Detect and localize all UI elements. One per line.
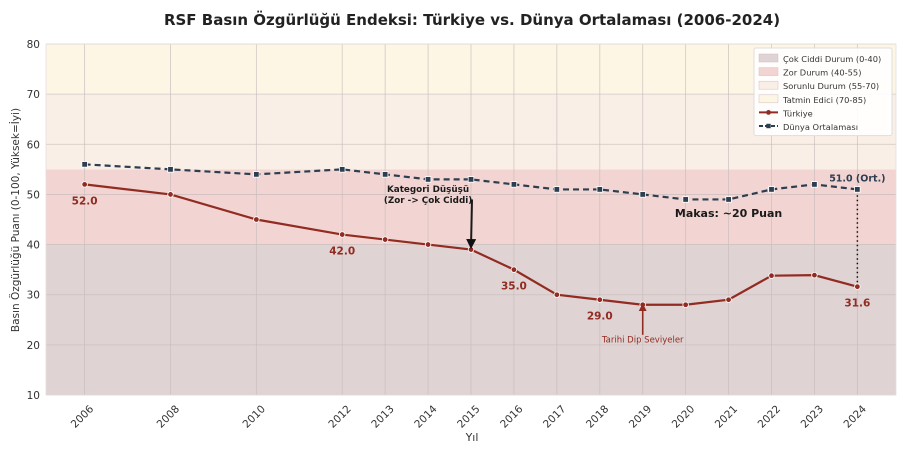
data-point <box>639 191 646 198</box>
series-1 <box>81 161 861 203</box>
x-tick-label: 2018 <box>584 403 611 430</box>
legend-label: Zor Durum (40-55) <box>783 68 861 78</box>
x-axis-label: Yıl <box>465 431 479 444</box>
data-point <box>510 266 518 273</box>
legend: Çok Ciddi Durum (0-40) Zor Durum (40-55) S… <box>753 47 893 137</box>
x-tick-label: 2008 <box>155 403 182 430</box>
y-tick-label: 20 <box>27 340 40 352</box>
plot-frame <box>45 43 897 396</box>
annotation-arrow <box>466 199 477 250</box>
legend-label: Çok Ciddi Durum (0-40) <box>783 54 881 64</box>
data-label: 29.0 <box>587 311 613 323</box>
data-point <box>424 176 432 183</box>
y-tick-label: 70 <box>27 89 40 101</box>
x-tick-label: 2022 <box>756 403 783 430</box>
chart-title: RSF Basın Özgürlüğü Endeksi: Türkiye vs.… <box>164 10 780 29</box>
x-tick-label: 2014 <box>412 403 440 431</box>
series-line <box>84 163 858 201</box>
data-point <box>81 161 88 168</box>
data-point <box>167 166 174 173</box>
y-tick-label: 40 <box>27 240 40 252</box>
x-tick-label: 2016 <box>498 403 526 431</box>
legend-box <box>753 47 893 137</box>
data-point <box>381 236 389 243</box>
data-point <box>510 181 518 188</box>
data-point <box>553 291 561 298</box>
legend-swatch-band <box>758 80 779 90</box>
data-point <box>167 191 174 198</box>
x-tick-label: 2023 <box>799 403 826 430</box>
data-point <box>725 296 732 303</box>
x-tick-label: 2006 <box>69 403 97 431</box>
data-point <box>768 186 775 193</box>
x-tick-label: 2021 <box>713 403 740 430</box>
y-tick-label: 50 <box>27 189 40 201</box>
data-point <box>768 272 775 279</box>
data-point <box>253 216 260 223</box>
legend-marker <box>766 123 771 129</box>
data-label: 31.6 <box>844 298 870 310</box>
data-point <box>381 171 389 178</box>
legend-label: Türkiye <box>782 108 813 118</box>
data-point <box>253 171 260 178</box>
legend-swatch-band <box>758 67 779 76</box>
data-point <box>725 196 732 203</box>
data-point <box>424 241 432 248</box>
x-tick-label: 2017 <box>541 403 568 430</box>
data-point <box>467 176 475 183</box>
data-point <box>811 271 818 279</box>
x-tick-label: 2010 <box>241 403 268 430</box>
data-label: 51.0 (Ort.) <box>829 173 885 184</box>
y-tick-label: 60 <box>27 139 40 151</box>
x-tick-label: 2013 <box>369 403 396 430</box>
legend-marker <box>766 110 771 115</box>
data-labels: 52.0 42.0 35.0 29.0 31.6 51.0 (Ort.) <box>72 173 886 322</box>
data-point <box>339 166 346 173</box>
y-tick-label: 30 <box>27 290 40 302</box>
legend-swatch-band <box>758 53 779 63</box>
y-tick-label: 80 <box>27 39 40 51</box>
data-label: 42.0 <box>329 246 355 258</box>
annotation-text: Tarihi Dip Seviyeler <box>601 335 684 345</box>
x-tick-label: 2015 <box>455 403 482 430</box>
data-point <box>596 296 603 303</box>
data-point <box>682 301 689 308</box>
legend-label: Dünya Ortalaması <box>783 122 858 132</box>
legend-label: Tatmin Edici (70-85) <box>782 95 866 105</box>
data-point <box>854 186 861 193</box>
x-tick-label: 2024 <box>842 403 870 431</box>
annotations: Kategori Düşüşü(Zor -> Çok Ciddi) Tarihi … <box>384 185 782 345</box>
data-point <box>811 181 818 188</box>
data-point <box>596 186 603 193</box>
data-point <box>854 283 861 290</box>
x-tick-label: 2019 <box>627 403 654 430</box>
annotation-text: Makas: ~20 Puan <box>675 207 782 220</box>
x-tick-label: 2020 <box>670 403 697 430</box>
x-tick-label: 2012 <box>326 403 353 430</box>
y-axis-label: Basın Özgürlüğü Puanı (0-100, Yüksek=İyi… <box>9 108 22 332</box>
data-point <box>682 196 689 203</box>
annotation-text: (Zor -> Çok Ciddi) <box>384 196 472 206</box>
series-line <box>84 183 858 306</box>
data-point <box>553 186 561 193</box>
data-label: 52.0 <box>72 195 98 207</box>
data-point <box>339 231 346 238</box>
y-tick-label: 10 <box>27 390 40 402</box>
legend-swatch-band <box>758 94 779 104</box>
data-point <box>81 181 88 188</box>
data-label: 35.0 <box>501 281 527 293</box>
legend-label: Sorunlu Durum (55-70) <box>783 81 879 91</box>
annotation-text: Kategori Düşüşü <box>387 185 469 195</box>
data-point <box>467 246 475 253</box>
